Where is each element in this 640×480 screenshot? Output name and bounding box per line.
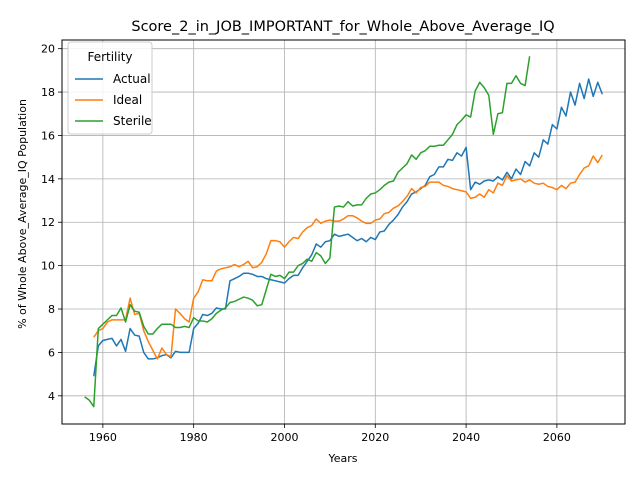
x-tick-label: 2040 [452, 431, 480, 444]
x-tick-label: 1960 [89, 431, 117, 444]
y-axis-ticks: 4 6 8 10 12 14 16 18 20 [41, 43, 62, 403]
y-tick-label: 14 [41, 173, 55, 186]
x-tick-label: 1980 [180, 431, 208, 444]
y-tick-label: 12 [41, 216, 55, 229]
x-axis-ticks: 1960 1980 2000 2020 2040 2060 [89, 424, 571, 444]
y-axis-label: % of Whole Above_Average_IQ Population [16, 99, 29, 329]
plot-frame [61, 39, 626, 425]
y-tick-label: 16 [41, 129, 55, 142]
series-line-ideal [93, 154, 603, 360]
y-tick-label: 8 [48, 303, 55, 316]
legend-label-sterile: Sterile [113, 114, 152, 128]
legend: Fertility Actual Ideal Sterile [67, 41, 153, 135]
legend-title: Fertility [87, 50, 132, 64]
chart-title: Score_2_in_JOB_IMPORTANT_for_Whole_Above… [131, 19, 554, 35]
x-tick-label: 2000 [270, 431, 298, 444]
y-tick-label: 6 [48, 346, 55, 359]
grid-lines [62, 40, 625, 424]
legend-label-actual: Actual [113, 72, 151, 86]
legend-box [67, 41, 153, 135]
legend-items: Actual Ideal Sterile [75, 72, 152, 128]
y-tick-label: 18 [41, 86, 55, 99]
y-tick-label: 4 [48, 390, 55, 403]
x-tick-label: 2020 [361, 431, 389, 444]
series-lines [84, 56, 604, 408]
series-line-actual [93, 78, 604, 377]
y-tick-label: 10 [41, 260, 55, 273]
legend-label-ideal: Ideal [113, 93, 142, 107]
y-tick-label: 20 [41, 43, 55, 56]
series-line-sterile [84, 56, 531, 408]
x-tick-label: 2060 [543, 431, 571, 444]
x-axis-label: Years [327, 452, 357, 465]
